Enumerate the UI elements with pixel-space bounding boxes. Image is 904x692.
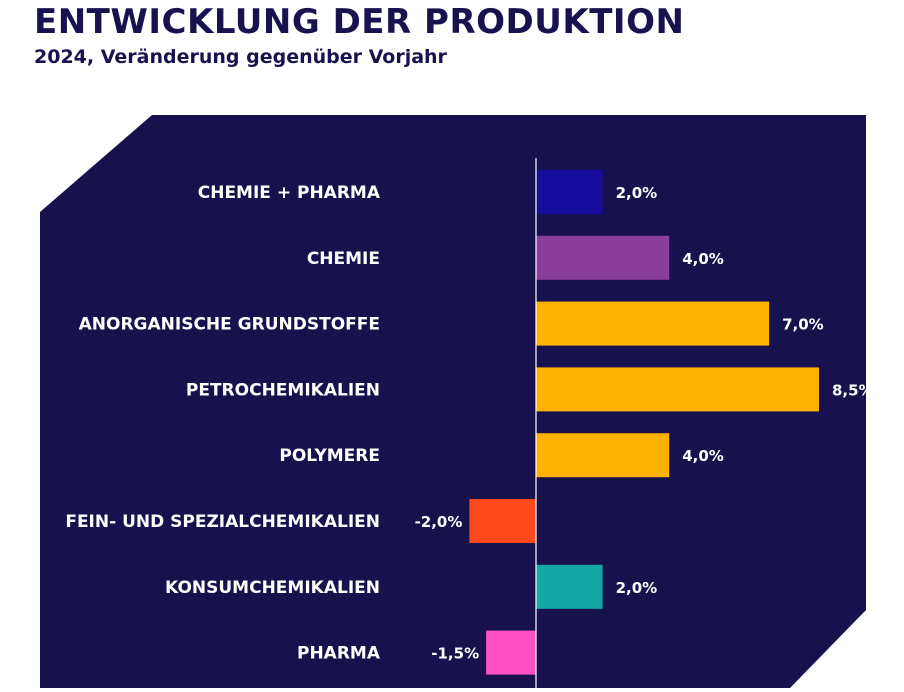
category-label: CHEMIE + PHARMA (198, 183, 381, 203)
value-label: 2,0% (616, 579, 658, 597)
value-label: -2,0% (415, 513, 463, 531)
category-label: PHARMA (297, 644, 381, 664)
category-label: ANORGANISCHE GRUNDSTOFFE (79, 315, 380, 335)
value-label: -1,5% (431, 645, 479, 663)
page-subtitle: 2024, Veränderung gegenüber Vorjahr (34, 46, 447, 68)
bar-4 (536, 433, 670, 478)
bar-1 (536, 235, 670, 280)
value-label: 2,0% (616, 184, 658, 202)
page-title: ENTWICKLUNG DER PRODUKTION (34, 2, 685, 42)
bar-3 (536, 367, 819, 412)
value-label: 4,0% (682, 250, 724, 268)
bar-2 (536, 301, 770, 346)
bar-7 (486, 630, 536, 675)
value-label: 7,0% (782, 316, 824, 334)
bar-5 (469, 499, 536, 543)
value-label: 4,0% (682, 447, 724, 465)
category-label: POLYMERE (279, 446, 380, 466)
category-label: CHEMIE (307, 249, 380, 269)
category-label: PETROCHEMIKALIEN (186, 380, 380, 400)
category-label: KONSUMCHEMIKALIEN (165, 578, 380, 598)
bar-6 (536, 564, 603, 609)
category-label: FEIN- UND SPEZIALCHEMIKALIEN (65, 512, 380, 532)
bar-0 (536, 170, 603, 214)
value-label: 8,5% (832, 381, 874, 399)
